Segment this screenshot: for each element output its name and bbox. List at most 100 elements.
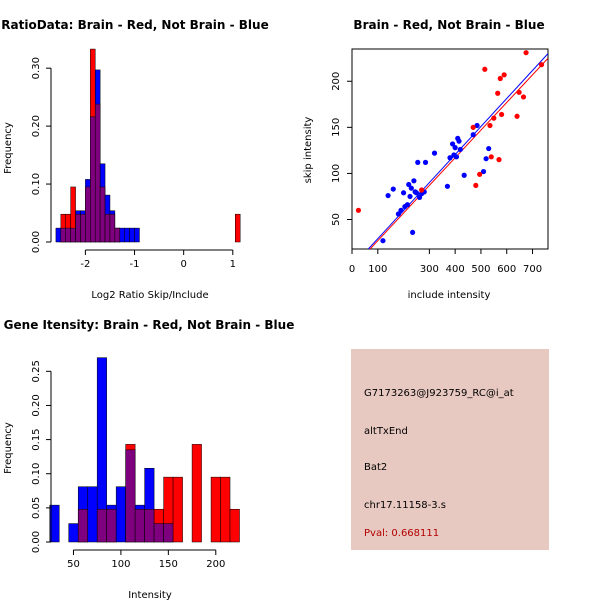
intensity-bar-overlap-12	[163, 523, 174, 543]
scatter-point-blue-35	[486, 145, 492, 152]
ratio-x-tick-label: 0	[180, 259, 186, 270]
ratio-bar-blue-0	[55, 227, 62, 243]
scatter-point-blue-19	[422, 159, 429, 165]
ratio-bar-blue-16	[134, 227, 140, 243]
scatter-point-red-3	[473, 182, 479, 189]
intensity-y-tick-label: 0.05	[31, 497, 42, 519]
scatter-point-red-2	[470, 124, 476, 130]
scatter-point-blue-2	[390, 186, 396, 192]
ratio-bar-overlap-4	[75, 213, 81, 243]
scatter-point-blue-14	[413, 190, 420, 196]
scatter-y-tick-label: 50	[331, 213, 342, 226]
scatter-y-tick-label: 200	[331, 72, 342, 91]
scatter-point-blue-22	[447, 155, 453, 161]
ratio-y-tick-label: 0.30	[31, 57, 42, 79]
intensity-title: Gene Itensity: Brain - Red, Not Brain - …	[4, 318, 295, 332]
scatter-plot-box	[351, 48, 549, 250]
ratio-bar-overlap-1	[60, 227, 66, 243]
scatter-point-red-15	[516, 89, 522, 95]
intensity-x-tick-label: 200	[206, 559, 225, 570]
intensity-bar-red-15	[191, 444, 202, 543]
ratio-bar-overlap-8	[94, 103, 101, 243]
intensity-bar-overlap-3	[77, 508, 88, 543]
ratio-xlabel: Log2 Ratio Skip/Include	[91, 290, 208, 301]
scatter-fit-line-blue	[367, 53, 548, 249]
scatter-point-blue-30	[461, 172, 467, 178]
scatter-point-blue-20	[431, 150, 438, 156]
ratio-bar-overlap-3	[70, 227, 76, 243]
ratio-y-tick-label: 0.10	[31, 173, 42, 195]
scatter-x-tick-label: 400	[446, 264, 465, 275]
intensity-y-tick-label: 0.15	[31, 428, 42, 450]
intensity-bar-blue-7	[115, 486, 126, 543]
scatter-x-tick-label: 600	[497, 264, 516, 275]
gene-name: Bat2	[364, 462, 387, 473]
ratio-bar-blue-15	[129, 227, 135, 243]
ratio-x-tick-label: -1	[130, 259, 140, 270]
scatter-panel: Brain - Red, Not Brain - Blue 0 100 300 400…	[303, 18, 549, 301]
ratio-y-tick-label: 0.00	[31, 231, 42, 253]
ratio-bar-overlap-11	[109, 213, 116, 243]
scatter-x-tick-label: 500	[471, 264, 490, 275]
ratio-bar-blue-13	[119, 227, 125, 243]
intensity-bar-overlap-8	[125, 449, 136, 543]
scatter-point-blue-11	[410, 229, 416, 236]
scatter-point-blue-34	[483, 156, 489, 162]
scatter-point-blue-5	[400, 190, 407, 196]
info-panel: G7173263@J923759_RC@i_at altTxEnd Bat2 c…	[351, 349, 549, 550]
intensity-bar-overlap-11	[153, 523, 164, 543]
scatter-point-red-13	[501, 72, 507, 78]
scatter-point-blue-31	[470, 132, 476, 138]
intensity-bar-overlap-10	[144, 508, 155, 543]
ratio-x-tick-label: -2	[80, 259, 90, 270]
scatter-point-blue-28	[456, 138, 462, 144]
scatter-point-blue-26	[453, 154, 460, 160]
intensity-bar-overlap-9	[134, 508, 145, 543]
ratio-bar-overlap-7	[90, 116, 96, 243]
genomic-location: chr17.11158-3.s	[364, 500, 446, 511]
scatter-point-blue-12	[411, 178, 417, 184]
ratio-axes: -2 -1 0 1 0.00 0.10 0.20 0.30	[31, 57, 236, 270]
ratio-title: RatioData: Brain - Red, Not Brain - Blue	[1, 18, 268, 32]
probe-id: G7173263@J923759_RC@i_at	[364, 388, 514, 399]
ratio-ylabel: Frequency	[3, 122, 14, 174]
scatter-point-blue-23	[449, 141, 456, 147]
ratio-bars	[55, 48, 241, 243]
scatter-y-tick-label: 100	[331, 164, 342, 183]
scatter-ylabel: skip intensity	[303, 117, 314, 184]
intensity-x-tick-label: 150	[159, 559, 178, 570]
intensity-bar-red-17	[210, 476, 221, 543]
scatter-point-blue-9	[407, 193, 413, 200]
scatter-point-blue-32	[474, 122, 480, 129]
intensity-y-tick-label: 0.00	[31, 531, 42, 553]
scatter-point-blue-0	[380, 238, 386, 244]
scatter-point-red-16	[520, 94, 527, 100]
intensity-ylabel: Frequency	[3, 422, 14, 474]
scatter-x-tick-label: 700	[523, 264, 542, 275]
intensity-bar-overlap-5	[96, 508, 107, 543]
scatter-axes: 0 100 300 400 500 600 700 50 100 150 200	[331, 72, 542, 275]
intensity-bar-overlap-6	[106, 508, 117, 543]
scatter-x-tick-label: 300	[420, 264, 439, 275]
ratio-panel: RatioData: Brain - Red, Not Brain - Blue…	[1, 18, 268, 301]
scatter-point-blue-1	[385, 192, 391, 199]
ratio-bar-overlap-6	[85, 186, 91, 243]
ratio-bar-overlap-12	[114, 227, 121, 243]
scatter-points	[355, 50, 545, 244]
intensity-bar-red-13	[172, 476, 183, 543]
event-type: altTxEnd	[364, 426, 408, 437]
intensity-x-tick-label: 100	[111, 559, 130, 570]
intensity-bar-red-19	[229, 508, 240, 543]
intensity-bar-red-18	[220, 476, 231, 543]
intensity-bar-blue-4	[87, 486, 98, 543]
scatter-point-red-10	[496, 156, 502, 163]
intensity-y-tick-label: 0.20	[31, 394, 42, 416]
intensity-bar-blue-0	[49, 504, 60, 543]
scatter-point-red-17	[523, 50, 529, 56]
scatter-point-blue-3	[395, 211, 402, 217]
intensity-y-tick-label: 0.10	[31, 463, 42, 485]
intensity-bar-blue-2	[68, 523, 79, 543]
intensity-y-tick-label: 0.25	[31, 360, 42, 382]
scatter-point-red-7	[488, 154, 494, 160]
scatter-point-blue-33	[480, 168, 487, 175]
